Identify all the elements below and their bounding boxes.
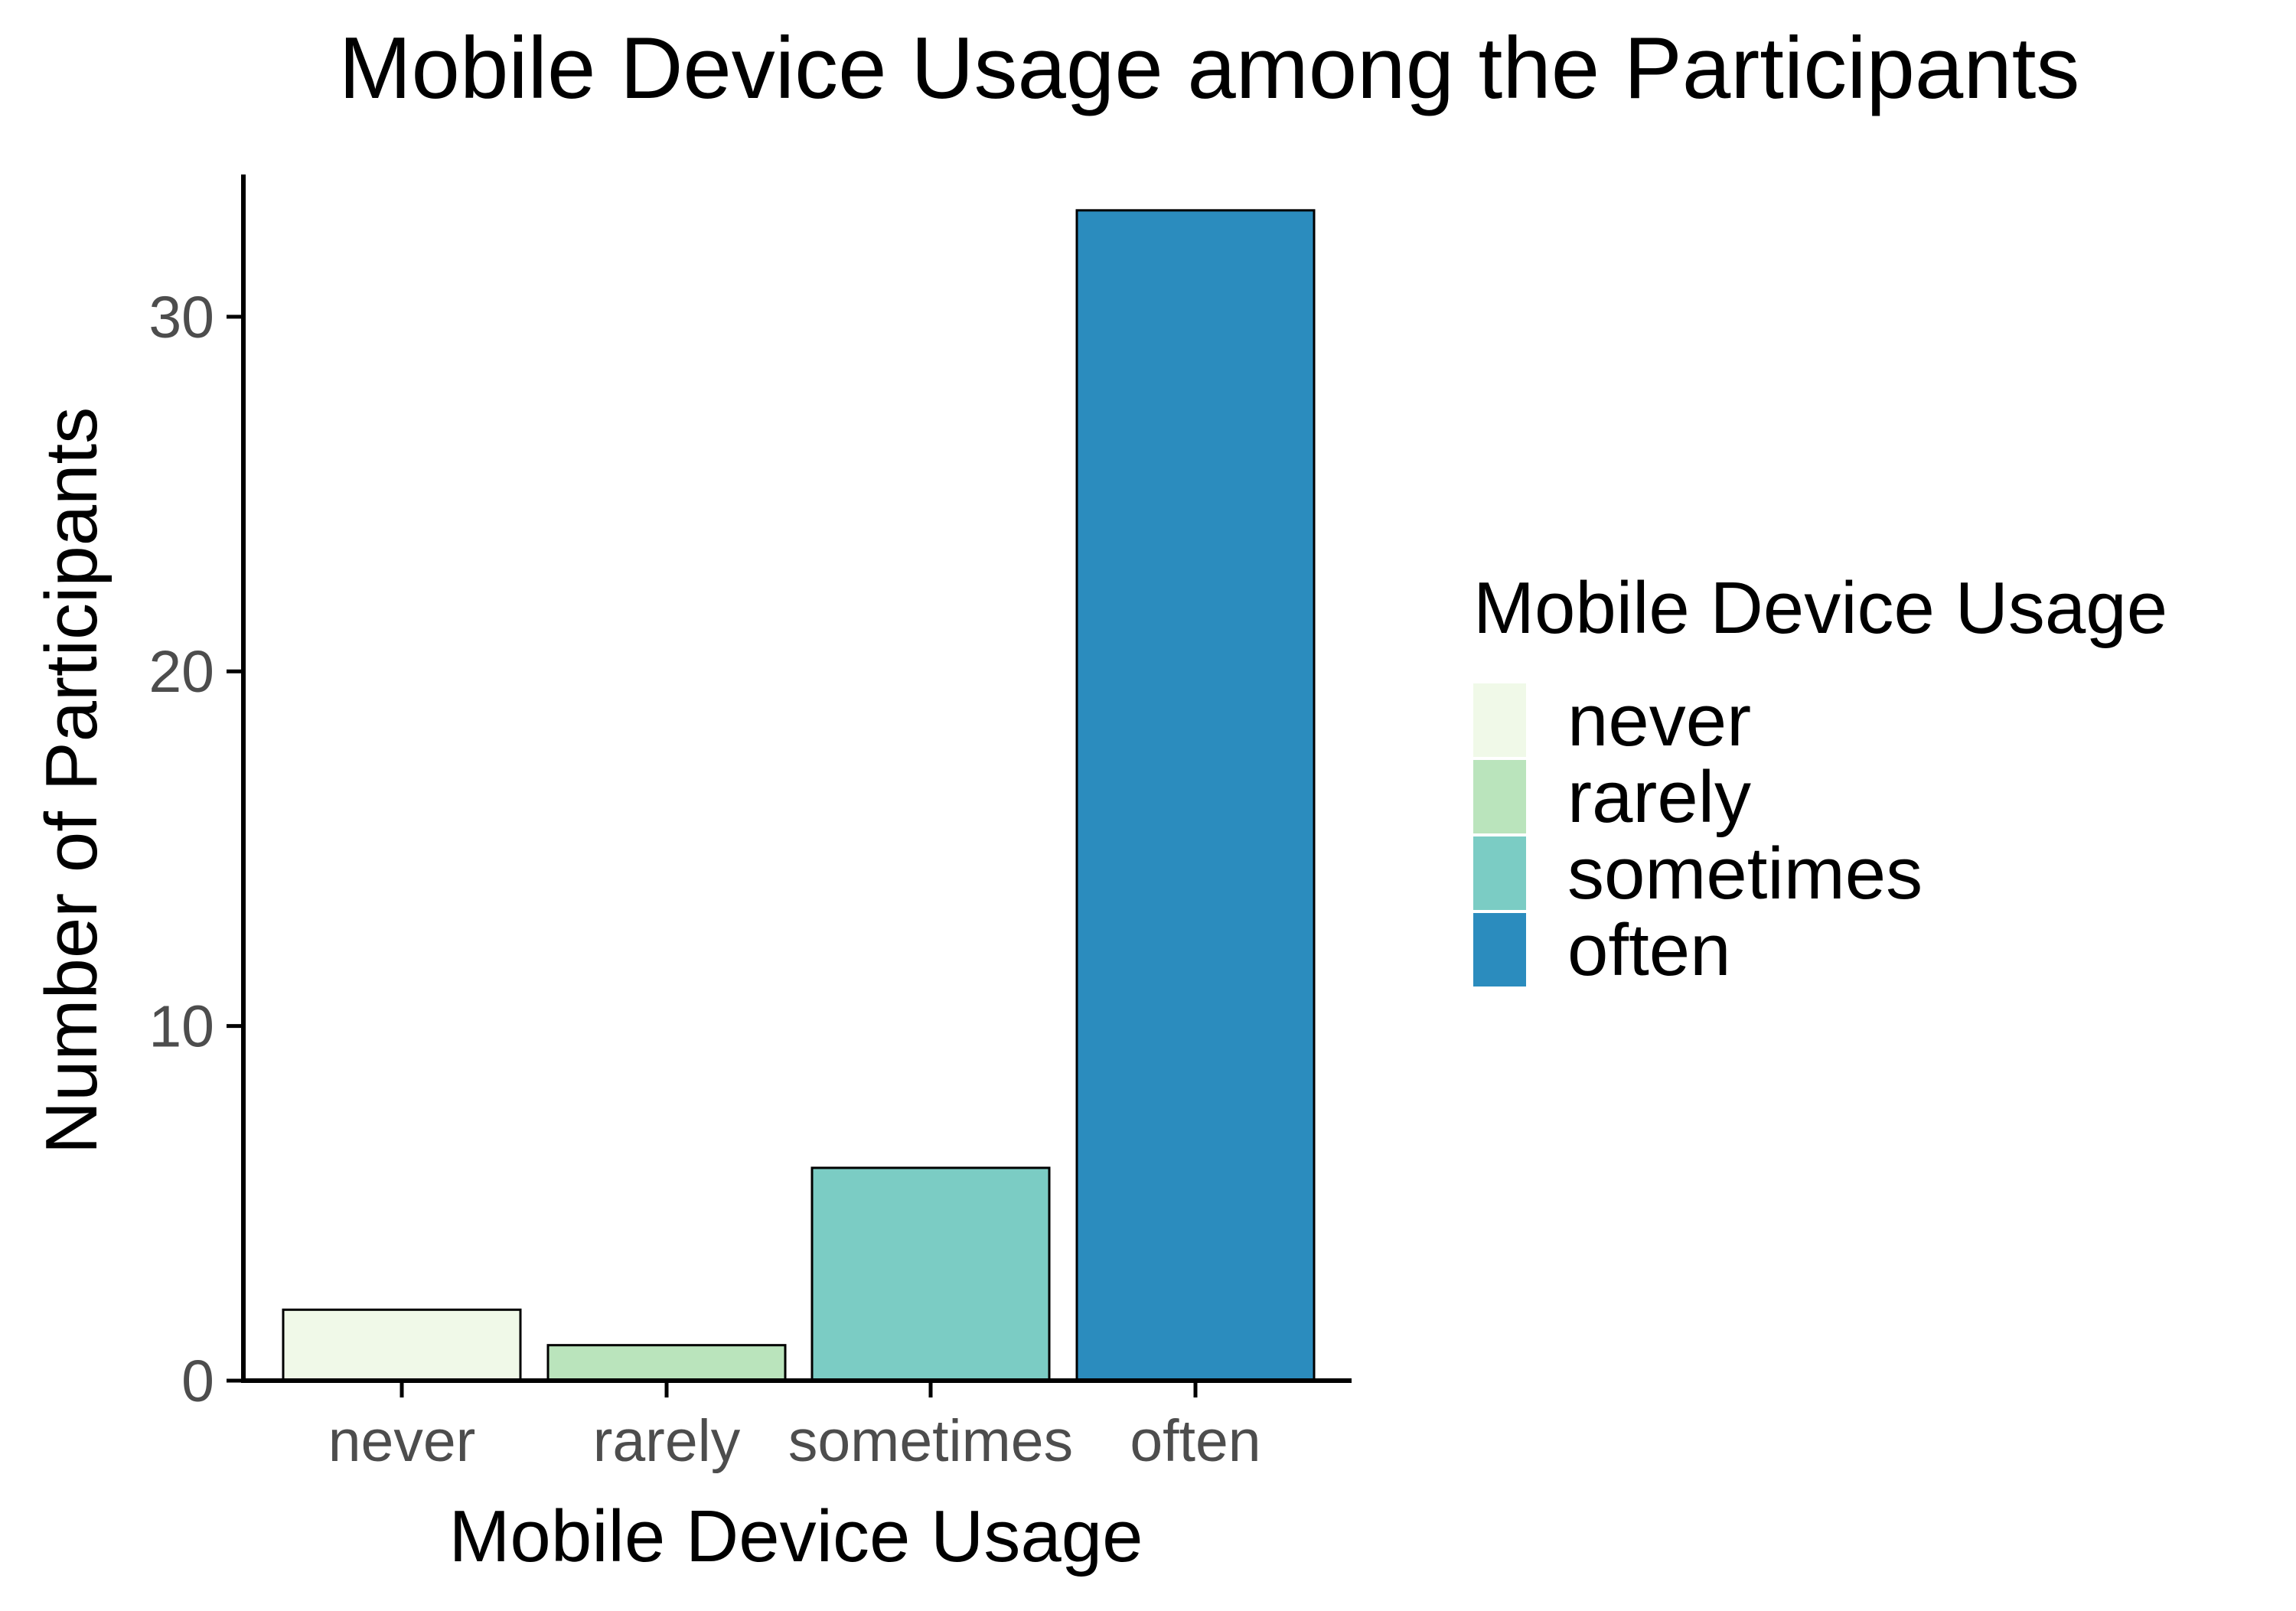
bar-often xyxy=(1075,209,1316,1382)
y-tick-label: 10 xyxy=(148,994,214,1060)
x-axis-title: Mobile Device Usage xyxy=(448,1495,1143,1577)
y-tick-label: 20 xyxy=(148,639,214,705)
legend-swatch-often xyxy=(1473,913,1526,986)
legend-swatch-rarely xyxy=(1473,760,1526,833)
legend-label-never: never xyxy=(1567,680,1751,761)
x-tick-label: often xyxy=(1130,1408,1261,1474)
y-axis-title: Number of Participants xyxy=(31,407,113,1154)
chart-title: Mobile Device Usage among the Participan… xyxy=(339,20,2080,117)
legend-label-sometimes: sometimes xyxy=(1567,833,1923,915)
legend: Mobile Device Usage neverrarelysometimes… xyxy=(1473,567,2167,991)
legend-label-rarely: rarely xyxy=(1567,756,1751,838)
bar-rarely xyxy=(546,1344,787,1382)
legend-label-often: often xyxy=(1567,909,1731,991)
legend-swatch-never xyxy=(1473,683,1526,757)
bars-layer xyxy=(282,209,1316,1382)
y-tick-label: 0 xyxy=(181,1348,214,1414)
bar-never xyxy=(282,1308,522,1382)
axes-layer xyxy=(241,174,1352,1383)
x-tick-label: rarely xyxy=(593,1408,741,1474)
legend-swatch-sometimes xyxy=(1473,836,1526,910)
x-tick-label: sometimes xyxy=(788,1408,1073,1474)
y-tick-label: 30 xyxy=(148,285,214,351)
bar-sometimes xyxy=(810,1166,1051,1382)
ticks-layer: 0 10 20 30 never rarely sometimes often xyxy=(148,285,1261,1474)
legend-title: Mobile Device Usage xyxy=(1473,567,2167,649)
x-tick-label: never xyxy=(328,1408,476,1474)
